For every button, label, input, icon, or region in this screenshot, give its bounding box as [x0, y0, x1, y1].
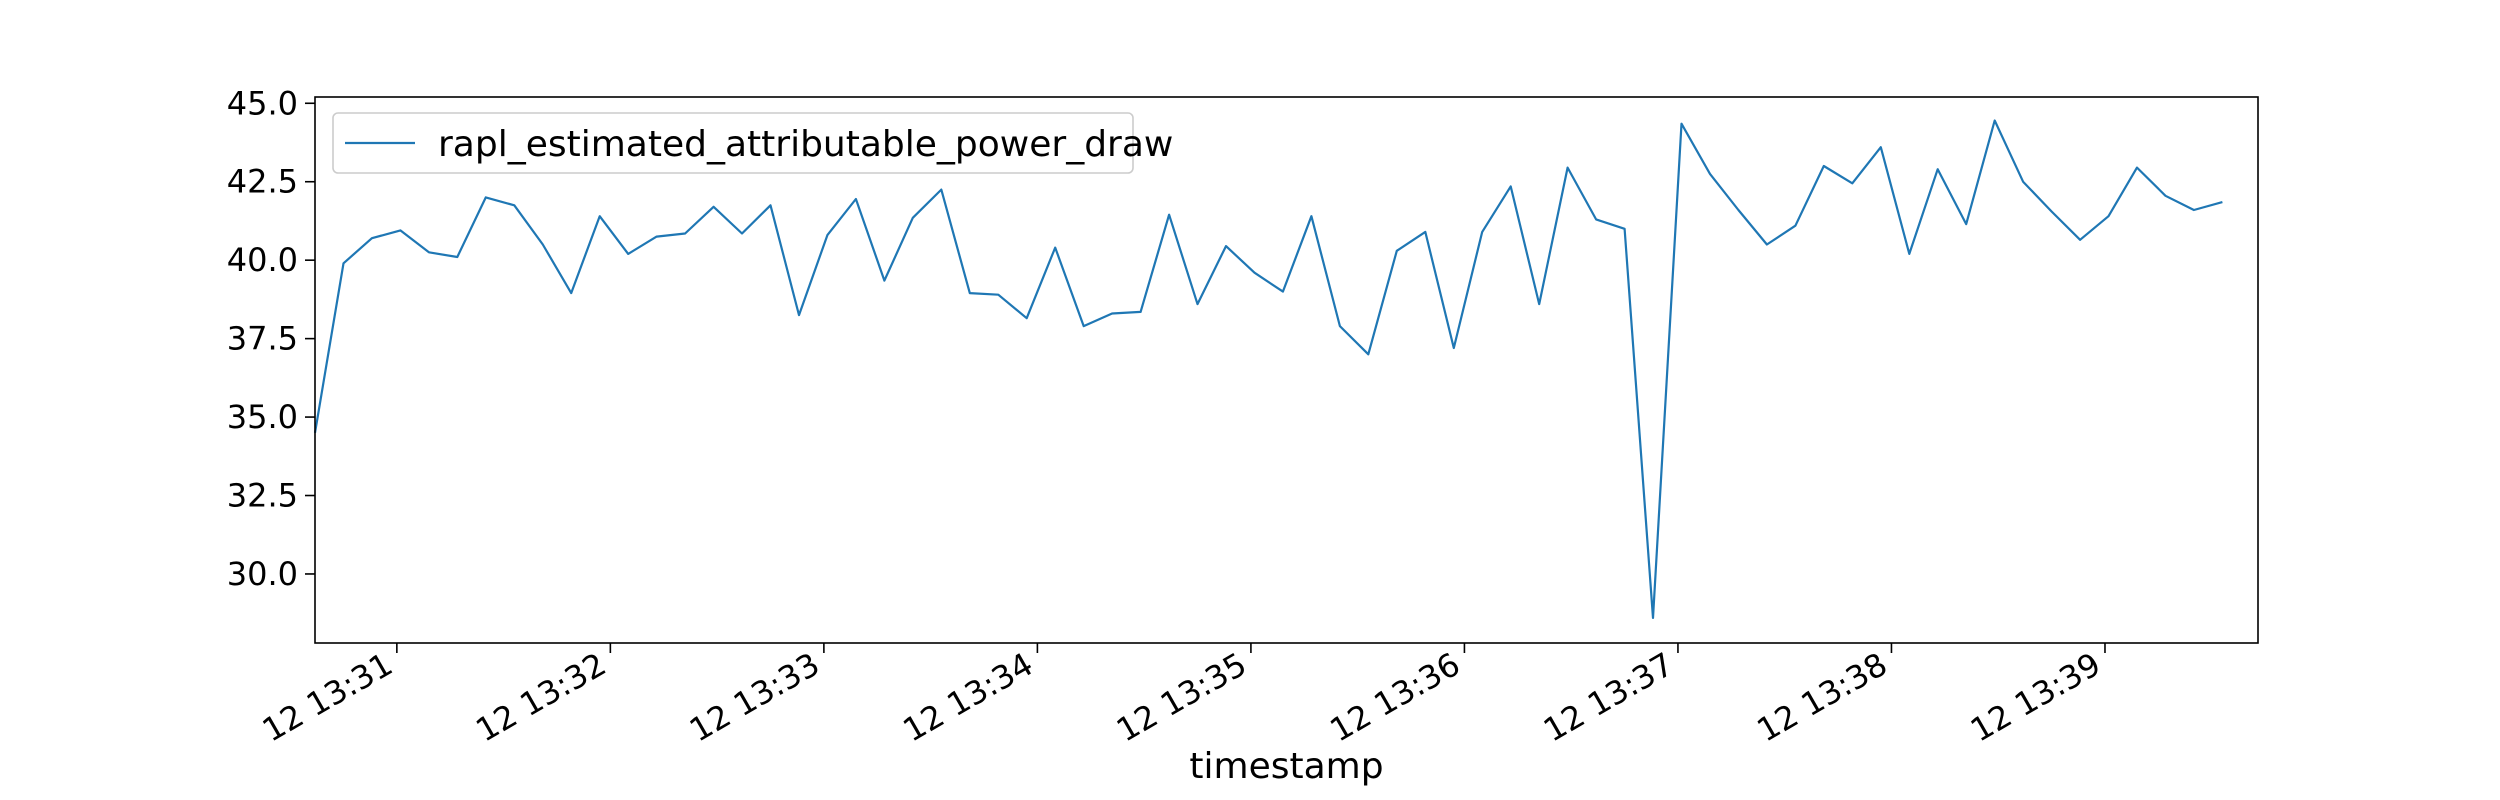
x-axis-label: timestamp — [1189, 746, 1383, 787]
series-line — [313, 119, 2223, 619]
y-tick-label: 32.5 — [227, 477, 298, 515]
x-tick-label: 12 13:35 — [1110, 645, 1253, 749]
y-tick-label: 42.5 — [227, 163, 298, 201]
legend-label: rapl_estimated_attributable_power_draw — [438, 124, 1173, 165]
x-tick-label: 12 13:36 — [1323, 645, 1466, 749]
y-tick-label: 37.5 — [227, 320, 298, 358]
y-tick-label: 45.0 — [227, 84, 298, 122]
y-tick-label: 40.0 — [227, 241, 298, 279]
x-tick-label: 12 13:33 — [683, 645, 826, 749]
x-tick-label: 12 13:38 — [1751, 645, 1894, 749]
x-tick-label: 12 13:31 — [256, 645, 399, 749]
x-axis-ticks: 12 13:31 12 13:32 12 13:33 12 13:34 12 13:35… — [256, 643, 2107, 749]
x-tick-label: 12 13:37 — [1537, 645, 1680, 749]
x-tick-label: 12 13:39 — [1964, 645, 2107, 749]
x-tick-label: 12 13:34 — [896, 645, 1039, 749]
x-tick-label: 12 13:32 — [469, 645, 612, 749]
y-tick-label: 35.0 — [227, 398, 298, 436]
plot-area-frame — [314, 96, 2259, 644]
y-axis-ticks: 30.0 32.5 35.0 37.5 40.0 42.5 45.0 — [227, 84, 315, 593]
legend-box — [332, 112, 1134, 174]
y-tick-label: 30.0 — [227, 555, 298, 593]
legend: rapl_estimated_attributable_power_draw — [332, 112, 1173, 174]
